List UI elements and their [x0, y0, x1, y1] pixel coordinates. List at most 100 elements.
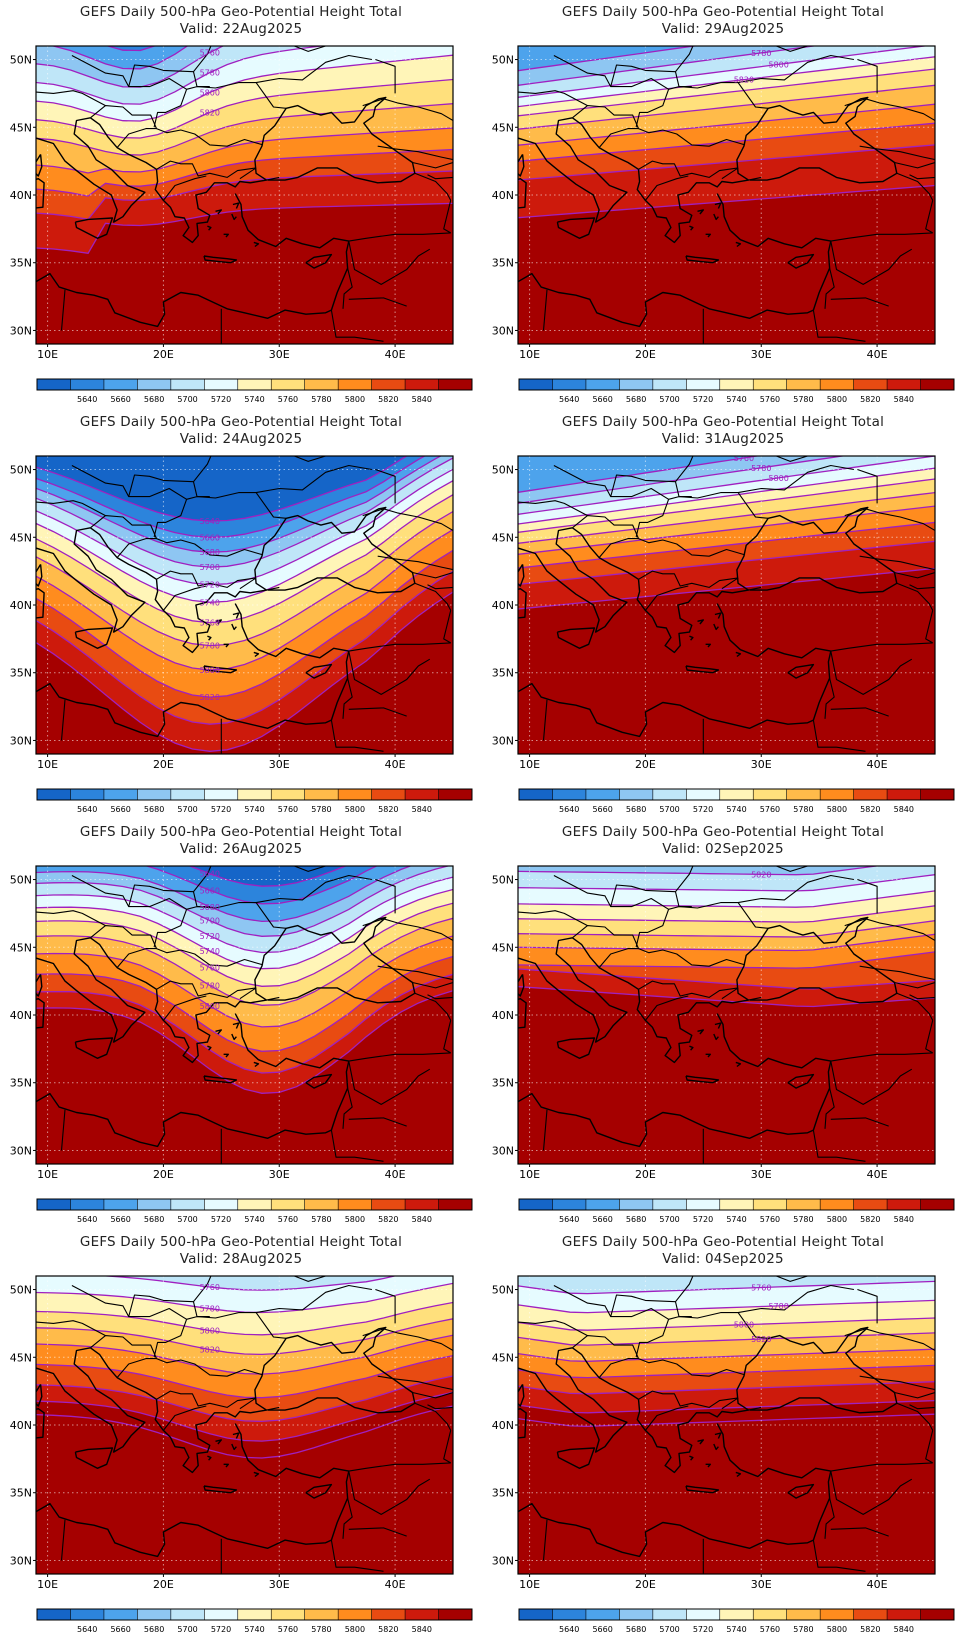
country-border	[857, 878, 878, 914]
country-border	[348, 642, 451, 652]
contour-line	[518, 1364, 935, 1379]
colorbar: 5640 5660 5680 5700 5720 5740 5760 5780 5800 5820…	[36, 378, 473, 404]
lat-tick-label: 35N	[492, 257, 514, 270]
country-border	[830, 240, 913, 285]
colorbar-label: 5640	[559, 805, 579, 814]
colorbar-swatch	[552, 1609, 587, 1620]
lat-tick-label: 45N	[10, 1351, 32, 1364]
contour-label: 5680	[200, 903, 220, 912]
coastline	[697, 209, 704, 215]
colorbar-swatch	[519, 789, 553, 800]
coastline	[267, 167, 416, 184]
colorbar-label: 5800	[345, 1625, 365, 1634]
lat-tick-label: 40N	[10, 1419, 32, 1432]
colorbar-swatch	[237, 1199, 272, 1210]
colorbar-swatch	[519, 379, 553, 390]
coastline	[232, 1022, 240, 1029]
contour-label: 5760	[200, 963, 220, 972]
coastline	[735, 1471, 742, 1478]
colorbar-label: 5760	[760, 395, 780, 404]
coastline	[232, 612, 240, 619]
colorbar-swatch	[371, 1199, 406, 1210]
country-border	[443, 610, 452, 644]
colorbar-label: 5740	[726, 395, 746, 404]
country-border	[156, 570, 257, 588]
colorbar-swatch	[887, 1199, 921, 1210]
colorbar-swatch	[753, 789, 787, 800]
country-border	[830, 297, 889, 307]
lat-tick-label: 40N	[492, 1419, 514, 1432]
coastline	[697, 1439, 704, 1445]
colorbar-swatch	[552, 1199, 587, 1210]
contour-label: 5760	[200, 1283, 220, 1292]
contour-label: 5800	[200, 1002, 220, 1011]
country-border	[894, 571, 935, 590]
colorbar-label: 5720	[693, 1215, 713, 1224]
coastline	[518, 998, 527, 1029]
coastline	[231, 213, 237, 221]
lon-tick-label: 20E	[153, 348, 174, 361]
coastline	[735, 241, 742, 248]
country-border	[256, 54, 372, 84]
country-border	[348, 240, 431, 285]
coastline	[749, 577, 898, 594]
colorbar-swatch	[820, 1609, 854, 1620]
coastline	[36, 974, 43, 997]
colorbar-swatch	[271, 1609, 305, 1620]
contour-line	[518, 68, 935, 117]
colorbar-label: 5680	[144, 1215, 164, 1224]
coastline	[571, 96, 898, 244]
lat-tick-label: 35N	[10, 1487, 32, 1500]
panel-title: GEFS Daily 500-hPa Geo-Potential Height …	[561, 414, 885, 430]
lon-tick-label: 20E	[153, 1168, 174, 1181]
country-border	[443, 200, 452, 234]
country-border	[36, 90, 106, 107]
colorbar-swatch	[753, 1609, 787, 1620]
country-border	[844, 1328, 935, 1352]
colorbar-label: 5720	[211, 395, 231, 404]
lat-tick-label: 45N	[10, 941, 32, 954]
contour-label: 5740	[200, 598, 220, 607]
country-border	[294, 866, 326, 872]
colorbar-label: 5800	[827, 1625, 847, 1634]
country-border	[348, 650, 431, 695]
country-border	[830, 232, 933, 242]
coastline	[234, 1423, 350, 1541]
contour-label: 5740	[734, 1270, 754, 1274]
country-border	[256, 464, 372, 494]
colorbar-swatch	[338, 789, 372, 800]
colorbar-swatch	[103, 379, 138, 390]
lon-tick-label: 40E	[385, 1578, 406, 1591]
colorbar-swatch	[405, 789, 439, 800]
country-border	[342, 1087, 353, 1129]
country-border	[598, 1358, 639, 1378]
country-border	[116, 538, 157, 558]
colorbar-swatch	[70, 789, 105, 800]
coastline	[223, 1463, 229, 1468]
coastline	[234, 1013, 350, 1131]
colorbar-label: 5820	[378, 805, 398, 814]
country-border	[266, 1406, 280, 1411]
colorbar-label: 5740	[726, 805, 746, 814]
country-border	[412, 571, 453, 590]
contour-line	[518, 540, 935, 586]
lon-tick-label: 10E	[519, 348, 540, 361]
coastline	[518, 154, 525, 177]
country-border	[330, 1130, 384, 1162]
panel-valid-date: Valid: 04Sep2025	[662, 1251, 784, 1267]
contour-label: 5760	[200, 619, 220, 628]
coastline	[716, 1013, 832, 1131]
country-border	[542, 1519, 548, 1561]
map-panel: GEFS Daily 500-hPa Geo-Potential Height …	[0, 410, 482, 820]
country-border	[894, 161, 935, 180]
contour-line	[518, 1270, 935, 1275]
colorbar-label: 5700	[659, 1625, 679, 1634]
contour-label: 5820	[751, 1335, 771, 1344]
country-border	[36, 500, 106, 517]
lat-tick-label: 45N	[10, 121, 32, 134]
lon-tick-label: 10E	[37, 1578, 58, 1591]
colorbar-swatch	[920, 789, 955, 800]
map-panel: GEFS Daily 500-hPa Geo-Potential Height …	[482, 0, 964, 410]
country-border	[572, 1335, 746, 1377]
lon-tick-label: 40E	[867, 348, 888, 361]
